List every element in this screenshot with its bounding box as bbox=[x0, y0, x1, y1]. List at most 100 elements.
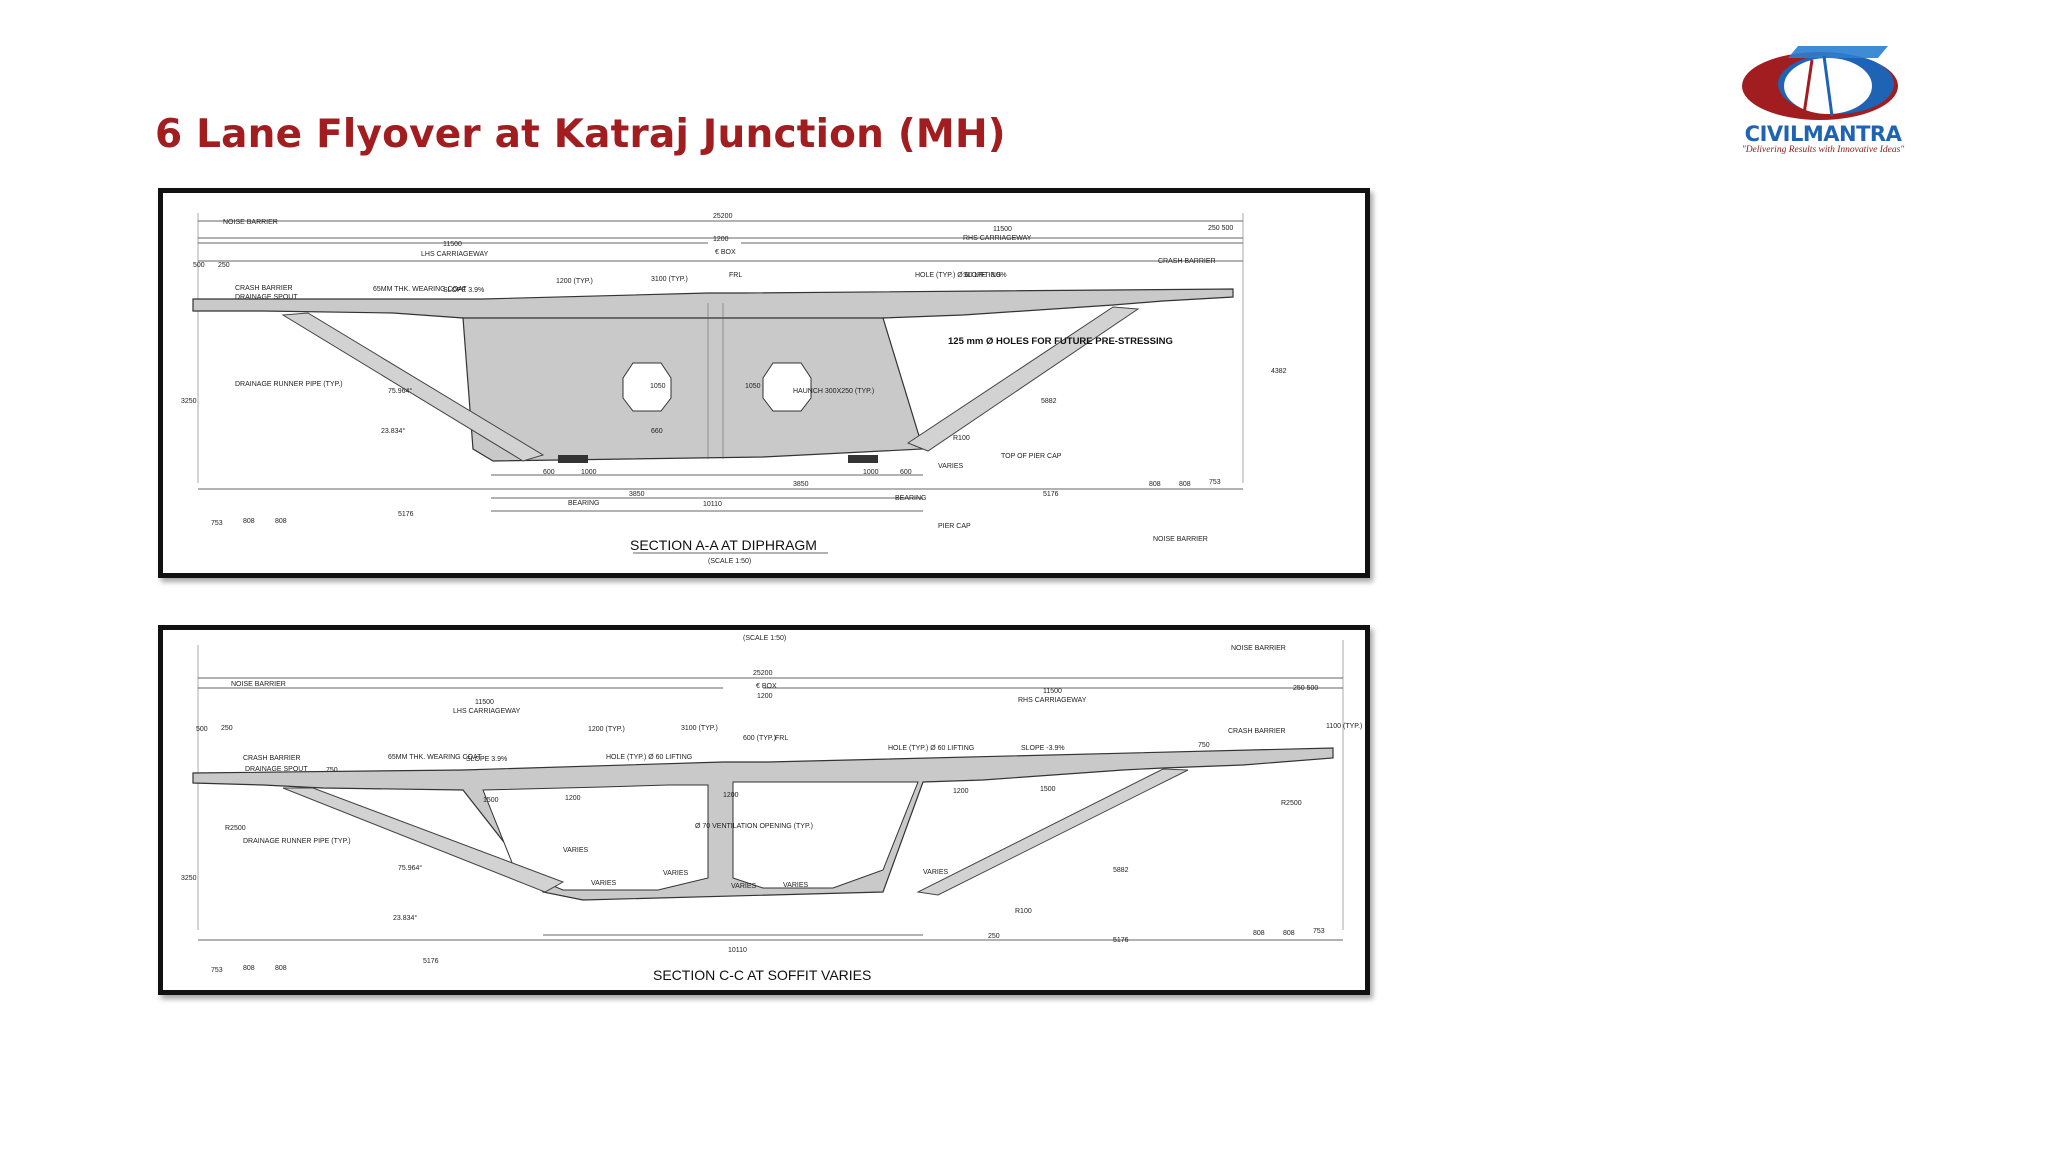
section-c-caption: SECTION C-C AT SOFFIT VARIES bbox=[653, 967, 871, 983]
dim-250-500: 250 500 bbox=[1208, 225, 1233, 232]
dim-808-right-2: 808 bbox=[1283, 930, 1295, 937]
dim-1050-a: 1050 bbox=[650, 383, 666, 390]
hole-lifting-left-label: HOLE (TYP.) Ø 60 LIFTING bbox=[606, 754, 692, 761]
r2500-left: R2500 bbox=[225, 825, 246, 832]
slope-left-label: SLOPE 3.9% bbox=[466, 756, 507, 763]
dim-750-left: 750 bbox=[326, 767, 338, 774]
diaphragm-opening-right bbox=[762, 362, 812, 412]
top-pier-cap-label: TOP OF PIER CAP bbox=[1001, 453, 1062, 460]
dim-1500-left: 1500 bbox=[483, 797, 499, 804]
r2500-right: R2500 bbox=[1281, 800, 1302, 807]
dim-3100-typ: 3100 (TYP.) bbox=[651, 276, 688, 283]
slope-right-label: SLOPE -3.9% bbox=[963, 272, 1007, 279]
dim-753-right: 753 bbox=[1209, 479, 1221, 486]
lhs-carriageway-label: LHS CARRIAGEWAY bbox=[453, 708, 521, 715]
drainage-spout-label: DRAINAGE SPOUT bbox=[245, 766, 308, 773]
rhs-width-dim: 11500 bbox=[993, 226, 1012, 233]
dim-750-right: 750 bbox=[1198, 742, 1210, 749]
bearing-right-label: BEARING bbox=[895, 495, 927, 502]
slope-left-label: SLOPE 3.9% bbox=[443, 287, 484, 294]
dim-1050-b: 1050 bbox=[745, 383, 761, 390]
noise-barrier-right-label: NOISE BARRIER bbox=[1231, 645, 1286, 652]
diaphragm-body bbox=[462, 317, 924, 462]
hole-lifting-label: HOLE (TYP.) Ø 60 LIFTING bbox=[915, 272, 1001, 279]
noise-barrier-left-label: NOISE BARRIER bbox=[231, 681, 286, 688]
lhs-width-dim: 11500 bbox=[475, 699, 494, 706]
varies-4: VARIES bbox=[783, 882, 808, 889]
dim-808-right-2: 808 bbox=[1179, 481, 1191, 488]
r100-label: R100 bbox=[953, 435, 970, 442]
wearing-coat-label: 65MM THK. WEARING COAT bbox=[373, 286, 467, 293]
dim-5176-left: 5176 bbox=[398, 511, 414, 518]
section-c-scale: (SCALE 1:50) bbox=[743, 635, 786, 642]
overall-width-dim: 25200 bbox=[753, 670, 773, 677]
dim-1200-typ: 1200 (TYP.) bbox=[588, 726, 625, 733]
rhs-width-dim: 11500 bbox=[1043, 688, 1062, 695]
dim-5176-right: 5176 bbox=[1113, 937, 1129, 944]
dim-1200-typ: 1200 (TYP.) bbox=[556, 278, 593, 285]
section-c-drawing-panel: (SCALE 1:50) NOISE BARRIER NOISE BARRIER… bbox=[158, 625, 1370, 995]
logo-brand: CIVILMANTRA bbox=[1744, 122, 1902, 146]
rhs-carriageway-label: RHS CARRIAGEWAY bbox=[1018, 697, 1087, 704]
bearing-left bbox=[558, 455, 588, 463]
varies-5: VARIES bbox=[923, 869, 948, 876]
dim-808-left-1: 808 bbox=[243, 518, 255, 525]
diaphragm-opening-left bbox=[622, 362, 672, 412]
dim-5882: 5882 bbox=[1113, 867, 1129, 874]
dim-250-bottom: 250 bbox=[988, 933, 1000, 940]
crash-barrier-right-label: CRASH BARRIER bbox=[1158, 258, 1216, 265]
dim-1200-c: 1200 bbox=[953, 788, 969, 795]
box-centerline: € BOX bbox=[756, 683, 777, 690]
slide-title: 6 Lane Flyover at Katraj Junction (MH) bbox=[155, 112, 1006, 157]
dim-4382: 4382 bbox=[1271, 368, 1287, 375]
pier-cap-label: PIER CAP bbox=[938, 523, 971, 530]
r100-label: R100 bbox=[1015, 908, 1032, 915]
varies-2: VARIES bbox=[663, 870, 688, 877]
frl-label: FRL bbox=[775, 735, 788, 742]
drainage-spout-label: DRAINAGE SPOUT bbox=[235, 294, 298, 301]
section-a-scale: (SCALE 1:50) bbox=[708, 558, 751, 565]
dim-808-left-1: 808 bbox=[243, 965, 255, 972]
section-a-drawing: NOISE BARRIER 25200 11500 LHS CARRIAGEWA… bbox=[181, 213, 1287, 565]
lhs-width-dim: 11500 bbox=[443, 241, 462, 248]
ventilation-label: Ø 70 VENTILATION OPENING (TYP.) bbox=[695, 823, 813, 830]
dim-3850-left: 3850 bbox=[629, 491, 645, 498]
overall-width-dim: 25200 bbox=[713, 213, 733, 220]
lhs-carriageway-label: LHS CARRIAGEWAY bbox=[421, 251, 489, 258]
dim-1100-typ: 1100 (TYP.) bbox=[1326, 723, 1362, 730]
crash-barrier-left-label: CRASH BARRIER bbox=[235, 285, 293, 292]
dim-3250: 3250 bbox=[181, 398, 197, 405]
median-dim: 1200 bbox=[757, 693, 773, 700]
dim-753-left: 753 bbox=[211, 967, 223, 974]
section-a-drawing-panel: NOISE BARRIER 25200 11500 LHS CARRIAGEWA… bbox=[158, 188, 1370, 578]
dim-500: 500 bbox=[196, 726, 208, 733]
frl-label: FRL bbox=[729, 272, 742, 279]
dim-1200-b: 1200 bbox=[723, 792, 739, 799]
crash-barrier-right-label: CRASH BARRIER bbox=[1228, 728, 1286, 735]
wearing-coat-label: 65MM THK. WEARING COAT bbox=[388, 754, 482, 761]
median-dim: 1200 bbox=[713, 236, 729, 243]
strut-right bbox=[906, 306, 1140, 452]
prestress-holes-label: 125 mm Ø HOLES FOR FUTURE PRE-STRESSING bbox=[948, 336, 1173, 347]
dim-5176-left: 5176 bbox=[423, 958, 439, 965]
dim-3100-typ: 3100 (TYP.) bbox=[681, 725, 718, 732]
varies-6: VARIES bbox=[563, 847, 588, 854]
dim-10110: 10110 bbox=[703, 501, 722, 508]
dim-250-500: 250 500 bbox=[1293, 685, 1318, 692]
drainage-runner-label: DRAINAGE RUNNER PIPE (TYP.) bbox=[243, 838, 351, 845]
varies-3: VARIES bbox=[731, 883, 756, 890]
box-centerline: € BOX bbox=[715, 249, 736, 256]
dim-808-left-2: 808 bbox=[275, 518, 287, 525]
logo-emblem-icon bbox=[1742, 46, 1898, 120]
haunch-label: HAUNCH 300X250 (TYP.) bbox=[793, 388, 874, 395]
dim-250: 250 bbox=[218, 262, 230, 269]
dim-753-right: 753 bbox=[1313, 928, 1325, 935]
dim-600-left: 600 bbox=[543, 469, 555, 476]
civil-mantra-logo: CIVILMANTRA "Delivering Results with Inn… bbox=[1728, 38, 1918, 163]
box-cell-right bbox=[732, 781, 919, 889]
angle-2: 23.834° bbox=[381, 427, 405, 435]
crash-barrier-left-label: CRASH BARRIER bbox=[243, 755, 301, 762]
dim-250: 250 bbox=[221, 725, 233, 732]
varies-label: VARIES bbox=[938, 463, 963, 470]
dim-660: 660 bbox=[651, 428, 663, 435]
